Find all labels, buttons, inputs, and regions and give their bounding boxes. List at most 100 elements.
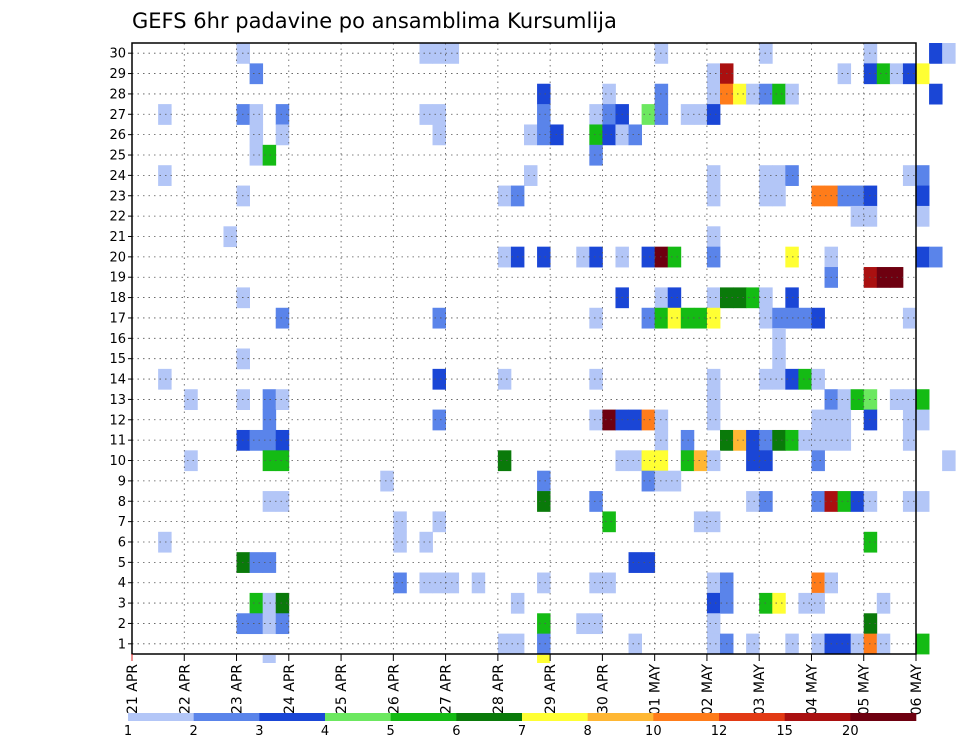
heatmap-cell bbox=[811, 307, 825, 329]
heatmap-cell bbox=[706, 592, 721, 614]
heatmap-cell bbox=[602, 409, 616, 431]
legend-swatch bbox=[456, 713, 523, 721]
legend-swatch bbox=[719, 713, 785, 721]
x-tick-label: 02 MAY bbox=[700, 664, 716, 716]
y-tick-label: 18 bbox=[109, 291, 126, 306]
legend-label: 12 bbox=[711, 724, 728, 739]
below-axis-cell bbox=[537, 655, 551, 663]
heatmap-cell bbox=[537, 246, 551, 268]
legend-swatch bbox=[850, 713, 917, 721]
heatmap-cell bbox=[902, 409, 917, 431]
heatmap-cell bbox=[772, 165, 786, 186]
heatmap-cell bbox=[589, 144, 603, 166]
heatmap-cell bbox=[275, 592, 290, 614]
heatmap-cell bbox=[772, 368, 786, 390]
y-tick-label: 13 bbox=[109, 393, 126, 408]
y-tick-label: 27 bbox=[109, 108, 126, 123]
x-tick-label: 03 MAY bbox=[752, 664, 768, 716]
heatmap-cell bbox=[602, 83, 616, 105]
heatmap-cell bbox=[733, 83, 747, 105]
heatmap-cell bbox=[929, 246, 943, 268]
heatmap-cell bbox=[275, 389, 290, 410]
heatmap-cell bbox=[667, 246, 682, 268]
heatmap-cell bbox=[667, 287, 682, 309]
heatmap-cell bbox=[850, 389, 865, 410]
heatmap-cell bbox=[589, 491, 603, 512]
heatmap-cell bbox=[746, 633, 760, 655]
heatmap-cell bbox=[524, 165, 538, 186]
legend-label: 4 bbox=[321, 724, 329, 739]
heatmap-cell bbox=[876, 592, 891, 614]
heatmap-cell bbox=[158, 368, 172, 390]
heatmap-cell bbox=[537, 613, 551, 635]
heatmap-cell bbox=[902, 429, 917, 451]
legend-label: 7 bbox=[518, 724, 526, 739]
heatmap-cell bbox=[811, 368, 825, 390]
x-tick-label: 27 APR bbox=[439, 664, 455, 714]
heatmap-cell bbox=[628, 409, 642, 431]
y-tick-label: 2 bbox=[118, 617, 126, 632]
heatmap-cell bbox=[432, 43, 446, 64]
legend-swatch bbox=[259, 713, 326, 721]
heatmap-cell bbox=[693, 307, 708, 329]
heatmap-cell bbox=[249, 144, 264, 166]
heatmap-cell bbox=[811, 592, 825, 614]
heatmap-cell bbox=[693, 511, 708, 533]
chart-title: GEFS 6hr padavine po ansamblima Kursumli… bbox=[132, 9, 617, 33]
heatmap-cell bbox=[746, 491, 760, 512]
y-tick-label: 20 bbox=[109, 250, 126, 265]
heatmap-cell bbox=[772, 348, 786, 370]
heatmap-cell bbox=[902, 491, 917, 512]
heatmap-cell bbox=[811, 491, 825, 512]
heatmap-cell bbox=[706, 511, 721, 533]
heatmap-cell bbox=[471, 572, 486, 594]
heatmap-cell bbox=[432, 572, 446, 594]
heatmap-cell bbox=[419, 104, 433, 125]
legend-swatch bbox=[522, 713, 588, 721]
heatmap-cell bbox=[628, 552, 642, 573]
heatmap-cell bbox=[916, 165, 930, 186]
heatmap-cell bbox=[249, 429, 264, 451]
x-tick-label: 01 MAY bbox=[648, 664, 664, 716]
heatmap-cell bbox=[249, 124, 264, 146]
heatmap-cell bbox=[432, 104, 446, 125]
x-tick-label: 24 APR bbox=[282, 664, 298, 714]
y-tick-label: 1 bbox=[118, 637, 126, 652]
heatmap-cell bbox=[641, 409, 656, 431]
heatmap-cell bbox=[275, 124, 290, 146]
heatmap-cell bbox=[537, 491, 551, 512]
heatmap-cell bbox=[419, 531, 433, 553]
heatmap-cell bbox=[942, 450, 956, 472]
heatmap-cell bbox=[916, 246, 930, 268]
heatmap-cell bbox=[537, 83, 551, 105]
heatmap-cell bbox=[262, 429, 277, 451]
below-axis-cell bbox=[262, 655, 276, 663]
heatmap-cell bbox=[837, 389, 852, 410]
legend-swatch bbox=[390, 713, 457, 721]
heatmap-cell bbox=[916, 205, 930, 227]
heatmap-cell bbox=[667, 307, 682, 329]
heatmap-cell bbox=[275, 613, 290, 635]
heatmap-cell bbox=[589, 104, 603, 125]
heatmap-cell bbox=[811, 633, 825, 655]
heatmap-cell bbox=[902, 389, 917, 410]
heatmap-cell bbox=[746, 287, 760, 309]
heatmap-cell bbox=[641, 104, 656, 125]
heatmap-cell bbox=[693, 104, 708, 125]
heatmap-cell bbox=[249, 592, 264, 614]
heatmap-cell bbox=[497, 185, 512, 207]
x-axis: 21 APR 22 APR 23 APR 24 APR 25 APR 26 APR 27 A… bbox=[125, 654, 925, 715]
y-tick-label: 3 bbox=[118, 597, 126, 612]
y-tick-label: 9 bbox=[118, 474, 126, 489]
legend-label: 20 bbox=[842, 724, 859, 739]
plot-frame bbox=[131, 42, 917, 655]
heatmap-cell bbox=[811, 429, 825, 451]
heatmap-cell bbox=[772, 429, 786, 451]
y-tick-label: 6 bbox=[118, 535, 126, 550]
heatmap-cell bbox=[706, 226, 721, 248]
heatmap-cell bbox=[706, 633, 721, 655]
heatmap-cell bbox=[706, 165, 721, 186]
heatmap-cell bbox=[262, 552, 277, 573]
heatmap-cell bbox=[850, 205, 865, 227]
